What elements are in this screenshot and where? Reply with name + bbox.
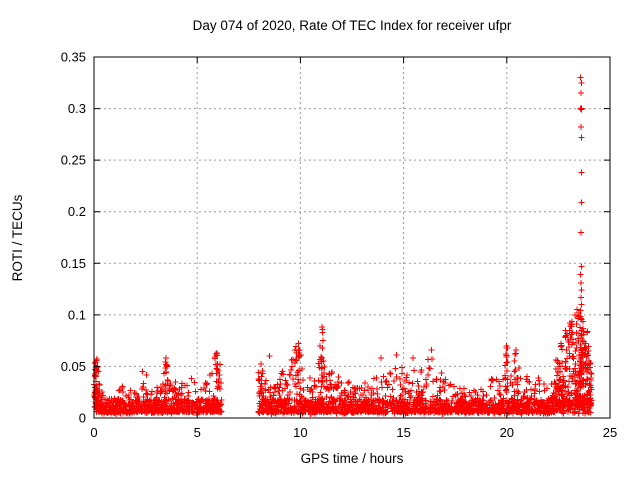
x-tick-label: 5 <box>194 425 201 440</box>
axis-ticks <box>93 56 611 419</box>
y-tick-label: 0.25 <box>61 153 86 168</box>
grid-path <box>94 57 610 418</box>
y-tick-label: 0.1 <box>68 307 86 322</box>
y-tick-label: 0.3 <box>68 101 86 116</box>
x-tick-label: 25 <box>603 425 617 440</box>
y-tick-label: 0 <box>79 411 86 426</box>
y-tick-label: 0.15 <box>61 256 86 271</box>
tick-labels: 0 5 10 15 20 25 0 0.05 0.1 0.15 0.2 0.25 0.3 0.35 <box>61 50 618 441</box>
data-points-path <box>91 74 595 417</box>
x-tick-label: 0 <box>90 425 97 440</box>
x-axis-label: GPS time / hours <box>301 451 404 466</box>
x-tick-label: 20 <box>500 425 514 440</box>
grid-lines <box>94 57 610 418</box>
chart-title: Day 074 of 2020, Rate Of TEC Index for r… <box>193 18 512 33</box>
y-axis-label: ROTI / TECUs <box>10 194 25 281</box>
y-tick-label: 0.2 <box>68 204 86 219</box>
tick-marks-path <box>93 56 611 419</box>
y-tick-label: 0.35 <box>61 50 86 65</box>
y-tick-label: 0.05 <box>61 359 86 374</box>
x-tick-label: 10 <box>293 425 307 440</box>
x-tick-label: 15 <box>396 425 410 440</box>
scatter-points <box>91 74 595 417</box>
plot-border <box>93 56 611 419</box>
